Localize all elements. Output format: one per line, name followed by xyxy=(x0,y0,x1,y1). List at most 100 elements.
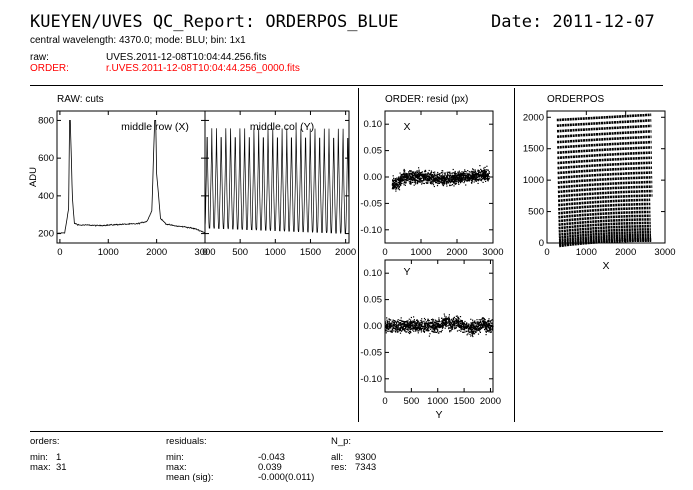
resid-point xyxy=(444,325,447,327)
resid-point xyxy=(436,322,439,325)
resid-point xyxy=(466,180,468,182)
resid-point xyxy=(451,176,454,178)
orders-max-label: max: xyxy=(30,462,51,473)
resid-point xyxy=(411,178,413,180)
resid-point xyxy=(435,179,437,181)
resid-point xyxy=(459,177,461,179)
resid-point xyxy=(398,329,400,331)
resid-point xyxy=(457,319,459,321)
resid-point xyxy=(398,182,400,184)
resid-point xyxy=(415,327,418,329)
resid-point xyxy=(424,325,426,327)
resid-point xyxy=(430,327,432,329)
resid-point xyxy=(438,178,441,180)
resid-point xyxy=(424,322,426,324)
resid-point xyxy=(478,171,480,173)
resid-point xyxy=(426,179,428,181)
x-tick-label: 500 xyxy=(232,247,248,258)
resid-point xyxy=(405,177,407,179)
resid-point xyxy=(405,181,407,183)
resid-point xyxy=(418,324,421,326)
resid-point xyxy=(433,171,435,174)
resid-point xyxy=(407,329,409,331)
resid-point xyxy=(438,174,441,176)
resid-point xyxy=(486,324,488,326)
resid-point xyxy=(448,180,451,182)
y-tick-label: 0.00 xyxy=(364,172,383,183)
resid-point xyxy=(475,178,477,180)
resid-point xyxy=(399,185,401,187)
resid-point xyxy=(490,329,492,331)
resid-point xyxy=(462,331,464,333)
resid-point xyxy=(442,178,444,180)
resid-point xyxy=(424,174,426,176)
resid-point xyxy=(395,326,397,329)
resid-point xyxy=(411,321,413,323)
resid-point xyxy=(454,173,456,175)
resid-point xyxy=(391,328,393,330)
resid-point xyxy=(473,176,475,178)
resid-point xyxy=(429,176,431,178)
resid-point xyxy=(482,174,484,176)
resid-point xyxy=(474,174,476,176)
resid-point xyxy=(487,324,489,326)
resid-point xyxy=(423,328,425,330)
resid-point xyxy=(472,173,475,175)
resid-point xyxy=(395,328,397,330)
resid-point xyxy=(458,183,460,185)
resid-point xyxy=(484,321,486,323)
resid-point xyxy=(444,172,447,174)
resid-point xyxy=(418,169,420,171)
resid-point xyxy=(454,177,456,179)
resid-point xyxy=(442,175,445,177)
resid-point xyxy=(425,330,427,332)
resid-point xyxy=(465,323,467,325)
resid-point xyxy=(470,178,472,180)
resid-point xyxy=(403,176,405,178)
resid-point xyxy=(458,321,460,323)
resid-point xyxy=(424,327,426,329)
resid-point xyxy=(433,319,435,321)
resid-point xyxy=(392,327,394,329)
resid-point xyxy=(480,168,482,170)
resid-point xyxy=(475,175,477,177)
order-trace xyxy=(557,156,652,165)
resid-point xyxy=(459,324,461,326)
resid-point xyxy=(465,326,467,328)
resid-point xyxy=(414,175,416,177)
resid-point xyxy=(387,330,389,332)
resid-point xyxy=(388,329,390,331)
resid-point xyxy=(455,327,457,329)
resid-point xyxy=(431,177,433,179)
resid-point xyxy=(476,174,478,176)
resid-point xyxy=(417,174,419,176)
resid-point xyxy=(423,326,425,328)
resid-point xyxy=(464,331,466,333)
resid-point xyxy=(428,326,430,328)
orders-min-value: 1 xyxy=(56,452,62,463)
resid-point xyxy=(441,329,443,331)
resid-point xyxy=(425,179,427,181)
resid-point xyxy=(408,171,410,173)
resid-point xyxy=(474,320,476,322)
order-trace xyxy=(558,231,651,239)
resid-point xyxy=(432,179,434,181)
resid-point xyxy=(459,174,461,176)
resid-point xyxy=(398,323,400,325)
resid-point xyxy=(397,321,399,323)
resid-point xyxy=(389,325,391,327)
resid-point xyxy=(425,181,427,183)
order-trace xyxy=(558,206,651,215)
resid-point xyxy=(437,330,439,332)
resid-point xyxy=(410,182,412,184)
resid-point xyxy=(385,323,387,325)
resid-point xyxy=(461,174,463,176)
resid-point xyxy=(457,174,459,176)
resid-point xyxy=(461,173,463,175)
resid-point xyxy=(458,318,460,320)
resid-point xyxy=(461,179,463,181)
resid-point xyxy=(399,172,401,174)
resid-point xyxy=(428,329,430,331)
resid-point xyxy=(466,327,468,329)
resid-point xyxy=(396,321,398,323)
